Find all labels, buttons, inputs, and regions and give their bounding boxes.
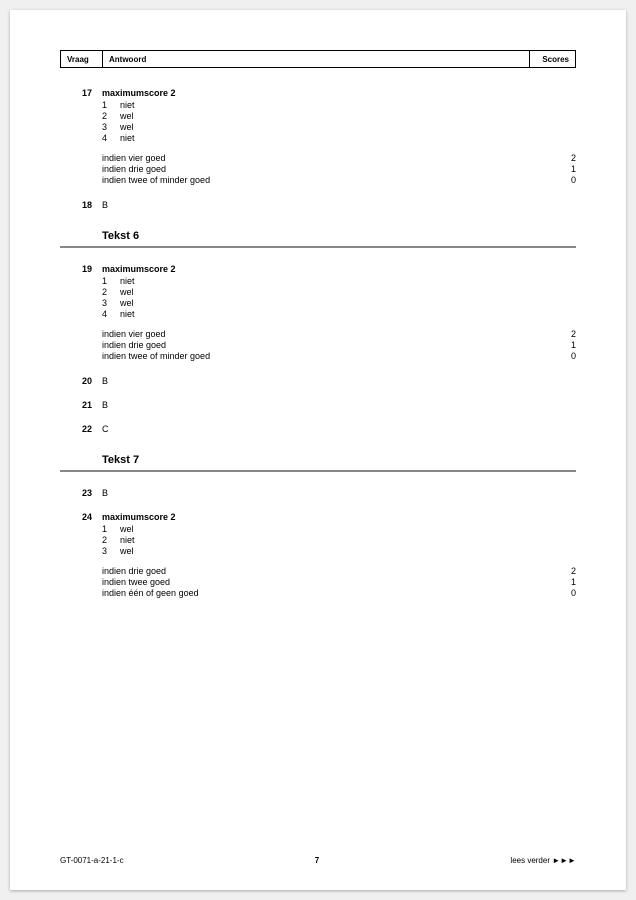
sub-item: 1niet <box>102 100 576 110</box>
sub-item: 2wel <box>102 287 576 297</box>
question-19: 19 maximumscore 2 1niet 2wel 3wel 4niet … <box>60 264 576 362</box>
q-num: 19 <box>60 264 102 274</box>
header-scores: Scores <box>530 51 575 67</box>
question-24: 24 maximumscore 2 1wel 2niet 3wel indien… <box>60 512 576 599</box>
page-number: 7 <box>315 856 319 865</box>
q-num: 17 <box>60 88 102 98</box>
header-vraag: Vraag <box>61 51 103 67</box>
footer-right: lees verder ►►► <box>510 856 576 865</box>
footer-left: GT-0071-a-21-1-c <box>60 856 124 865</box>
q-num: 20 <box>60 376 102 386</box>
score-line: indien één of geen goed0 <box>102 588 576 598</box>
max-score: maximumscore 2 <box>102 512 576 522</box>
sub-item: 4niet <box>102 133 576 143</box>
max-score: maximumscore 2 <box>102 88 576 98</box>
answer: B <box>102 488 576 498</box>
section-rule <box>60 246 576 248</box>
q-num: 18 <box>60 200 102 210</box>
q-num: 24 <box>60 512 102 522</box>
sub-item: 3wel <box>102 298 576 308</box>
footer: GT-0071-a-21-1-c 7 lees verder ►►► <box>60 856 576 865</box>
score-line: indien vier goed2 <box>102 153 576 163</box>
q-num: 23 <box>60 488 102 498</box>
sub-item: 3wel <box>102 122 576 132</box>
question-18: 18 B <box>60 200 576 210</box>
score-line: indien twee goed1 <box>102 577 576 587</box>
answer: B <box>102 400 576 410</box>
score-line: indien vier goed2 <box>102 329 576 339</box>
section-title-6: Tekst 6 <box>102 230 576 242</box>
answer: B <box>102 376 576 386</box>
header-antwoord: Antwoord <box>103 51 530 67</box>
question-20: 20B <box>60 376 576 386</box>
question-22: 22C <box>60 424 576 434</box>
score-line: indien drie goed1 <box>102 340 576 350</box>
section-rule <box>60 470 576 472</box>
sub-item: 4niet <box>102 309 576 319</box>
page: Vraag Antwoord Scores 17 maximumscore 2 … <box>10 10 626 890</box>
section-title-7: Tekst 7 <box>102 454 576 466</box>
answer: C <box>102 424 576 434</box>
score-line: indien drie goed1 <box>102 164 576 174</box>
header-bar: Vraag Antwoord Scores <box>60 50 576 68</box>
max-score: maximumscore 2 <box>102 264 576 274</box>
question-21: 21B <box>60 400 576 410</box>
score-line: indien drie goed2 <box>102 566 576 576</box>
question-17: 17 maximumscore 2 1niet 2wel 3wel 4niet … <box>60 88 576 186</box>
q-num: 22 <box>60 424 102 434</box>
score-line: indien twee of minder goed0 <box>102 351 576 361</box>
sub-item: 2niet <box>102 535 576 545</box>
sub-item: 3wel <box>102 546 576 556</box>
sub-item: 2wel <box>102 111 576 121</box>
q-num: 21 <box>60 400 102 410</box>
sub-item: 1niet <box>102 276 576 286</box>
score-line: indien twee of minder goed0 <box>102 175 576 185</box>
answer: B <box>102 200 576 210</box>
question-23: 23B <box>60 488 576 498</box>
sub-item: 1wel <box>102 524 576 534</box>
